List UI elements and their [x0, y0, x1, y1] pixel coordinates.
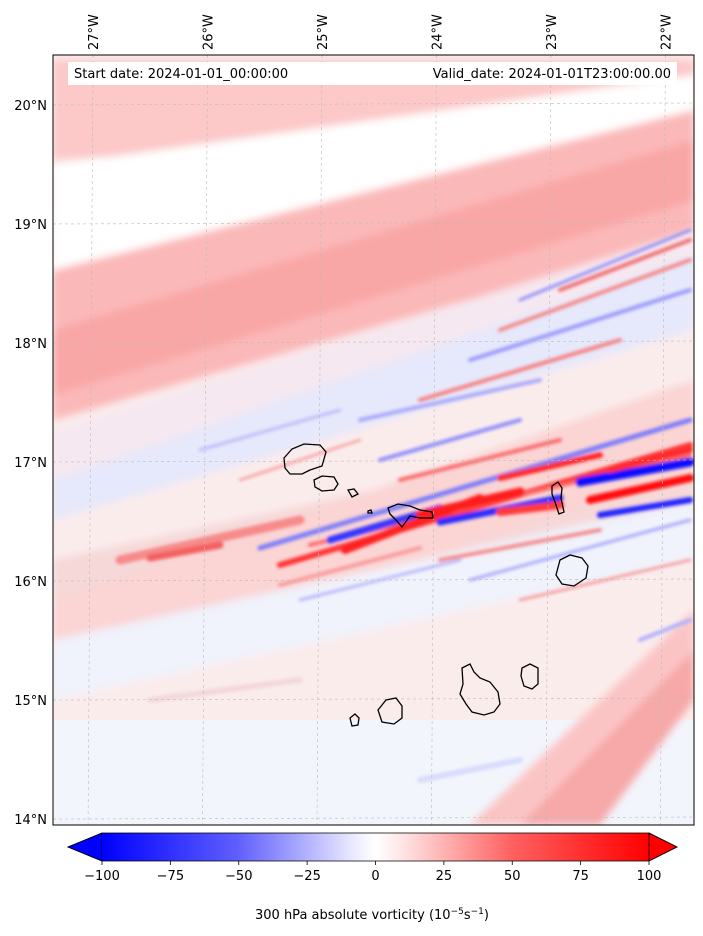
longitude-tick-label: 25°W — [316, 14, 331, 50]
colorbar-tick-label: −75 — [157, 869, 184, 884]
colorbar-label-unit: s — [464, 908, 471, 923]
parallel-line — [53, 578, 694, 582]
meridian-line — [316, 55, 323, 825]
colorbar-gradient — [102, 833, 649, 861]
meridian-line — [545, 55, 552, 825]
latitude-tick-label: 14°N — [14, 813, 47, 828]
colorbar-tick-label: 50 — [504, 869, 521, 884]
island-sao-nicolau — [387, 503, 434, 529]
colorbar-tick-label: 0 — [371, 869, 379, 884]
meridian-line — [87, 55, 94, 825]
latitude-tick-label: 15°N — [14, 694, 47, 709]
colorbar-ticks: −100 −75 −50 −25 0 25 50 75 100 — [84, 861, 661, 884]
meridian-line — [202, 55, 208, 825]
latitude-labels: 20°N 19°N 18°N 17°N 16°N 15°N 14°N — [14, 99, 47, 828]
colorbar-label: 300 hPa absolute vorticity (10−5s−1) — [255, 907, 489, 923]
vorticity-field — [53, 55, 694, 825]
start-date-text: Start date: 2024-01-01_00:00:00 — [74, 67, 288, 82]
colorbar-tick-label: 25 — [436, 869, 453, 884]
meridian-line — [431, 55, 437, 825]
island-maio — [520, 663, 539, 690]
island-sal — [551, 481, 565, 515]
longitude-labels: 27°W 26°W 25°W 24°W 23°W 22°W — [87, 14, 674, 50]
island-fogo — [377, 697, 403, 725]
island-branco — [367, 509, 373, 514]
colorbar-max-extension — [648, 832, 678, 862]
latitude-tick-label: 17°N — [14, 456, 47, 471]
colorbar-tick-label: 75 — [572, 869, 589, 884]
island-brava — [349, 713, 360, 727]
latitude-tick-label: 19°N — [14, 218, 47, 233]
longitude-tick-label: 22°W — [659, 14, 674, 50]
colorbar-tick-label: 100 — [637, 869, 662, 884]
header-box — [68, 62, 677, 85]
parallel-line — [53, 459, 694, 463]
latitude-tick-label: 16°N — [14, 575, 47, 590]
parallel-line — [53, 102, 694, 106]
coastlines — [283, 443, 589, 727]
longitude-tick-label: 26°W — [202, 14, 217, 50]
parallel-line — [53, 221, 694, 225]
latitude-tick-label: 18°N — [14, 337, 47, 352]
colorbar: −100 −75 −50 −25 0 25 50 75 100 300 hPa absolute… — [66, 832, 678, 923]
colorbar-label-main: 300 hPa absolute vorticity (10 — [255, 908, 451, 923]
valid-date-text: Valid_date: 2024-01-01T23:00:00.00 — [433, 67, 671, 82]
island-boa-vista — [555, 554, 589, 587]
island-sao-vicente — [313, 475, 339, 492]
island-santa-luzia — [346, 488, 360, 498]
colorbar-tick-label: −25 — [293, 869, 320, 884]
map-frame — [52, 54, 695, 826]
latitude-tick-label: 20°N — [14, 99, 47, 114]
colorbar-label-end: ) — [484, 908, 489, 923]
longitude-tick-label: 27°W — [87, 14, 102, 50]
colorbar-label-exp2: −1 — [471, 907, 484, 917]
island-santo-antao — [283, 443, 327, 475]
parallel-line — [53, 697, 694, 701]
longitude-tick-label: 24°W — [430, 14, 445, 50]
parallel-line — [53, 340, 694, 344]
colorbar-tick-label: −100 — [84, 869, 120, 884]
island-santiago — [459, 663, 501, 716]
colorbar-tick-label: −50 — [225, 869, 252, 884]
longitude-tick-label: 23°W — [545, 14, 560, 50]
colorbar-label-exp1: −5 — [451, 907, 464, 917]
map-graticule — [53, 55, 694, 825]
meridian-line — [660, 55, 666, 825]
parallel-line — [53, 816, 694, 820]
vortex-streaks — [115, 228, 694, 783]
colorbar-min-extension — [66, 832, 103, 862]
